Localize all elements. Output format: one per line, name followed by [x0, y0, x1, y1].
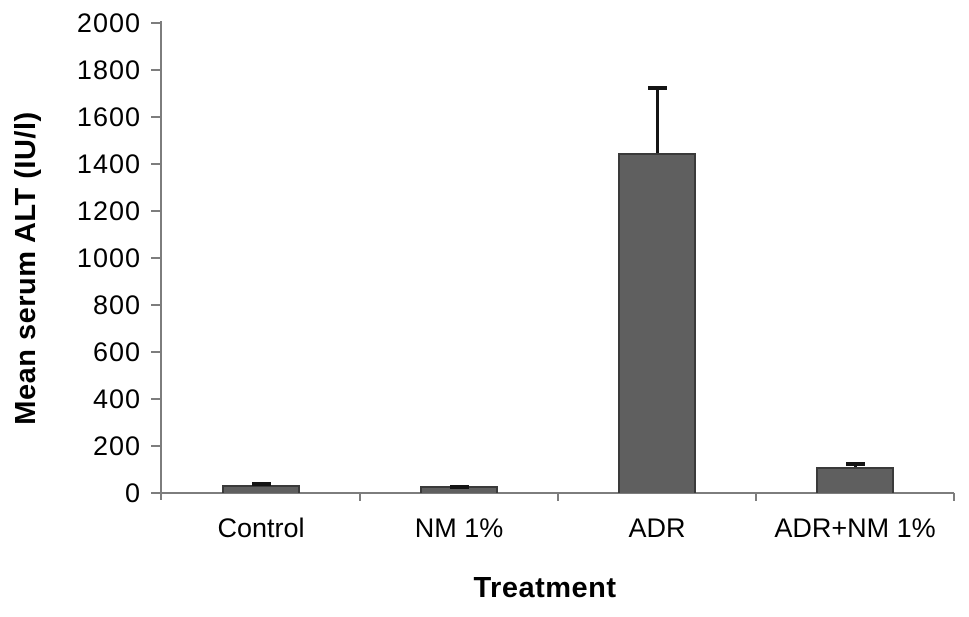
y-tick-mark	[151, 492, 161, 494]
y-tick-label: 400	[92, 384, 141, 414]
x-category-label: NM 1%	[414, 513, 504, 543]
x-category-label: Control	[217, 513, 305, 543]
y-tick-mark	[151, 351, 161, 353]
y-tick-mark	[151, 304, 161, 306]
error-bar-cap	[251, 482, 271, 487]
x-tick-mark	[953, 493, 955, 501]
y-tick-mark	[151, 398, 161, 400]
y-tick-mark	[151, 210, 161, 212]
x-category-label: ADR	[628, 513, 686, 543]
error-bar-cap	[845, 462, 865, 467]
y-axis-line	[160, 21, 162, 500]
y-tick-mark	[151, 445, 161, 447]
y-tick-label: 1200	[76, 196, 141, 226]
y-tick-label: 2000	[76, 8, 141, 38]
error-bar-line	[655, 89, 659, 154]
y-tick-label: 800	[92, 290, 141, 320]
y-tick-label: 200	[92, 431, 141, 461]
bar-adr-nm-1-	[816, 467, 894, 493]
y-tick-mark	[151, 22, 161, 24]
x-tick-mark	[557, 493, 559, 501]
y-tick-label: 1800	[76, 55, 141, 85]
error-bar-cap	[647, 86, 667, 91]
x-axis-title: Treatment	[473, 572, 617, 604]
y-tick-mark	[151, 116, 161, 118]
y-tick-mark	[151, 163, 161, 165]
x-tick-mark	[755, 493, 757, 501]
bar-adr	[618, 153, 696, 493]
y-tick-label: 1400	[76, 149, 141, 179]
y-tick-mark	[151, 257, 161, 259]
y-tick-label: 0	[124, 478, 141, 508]
x-category-label: ADR+NM 1%	[774, 513, 936, 543]
y-tick-label: 1600	[76, 102, 141, 132]
y-tick-label: 600	[92, 337, 141, 367]
error-bar-cap	[449, 484, 469, 489]
y-tick-mark	[151, 69, 161, 71]
y-tick-label: 1000	[76, 243, 141, 273]
x-tick-mark	[359, 493, 361, 501]
